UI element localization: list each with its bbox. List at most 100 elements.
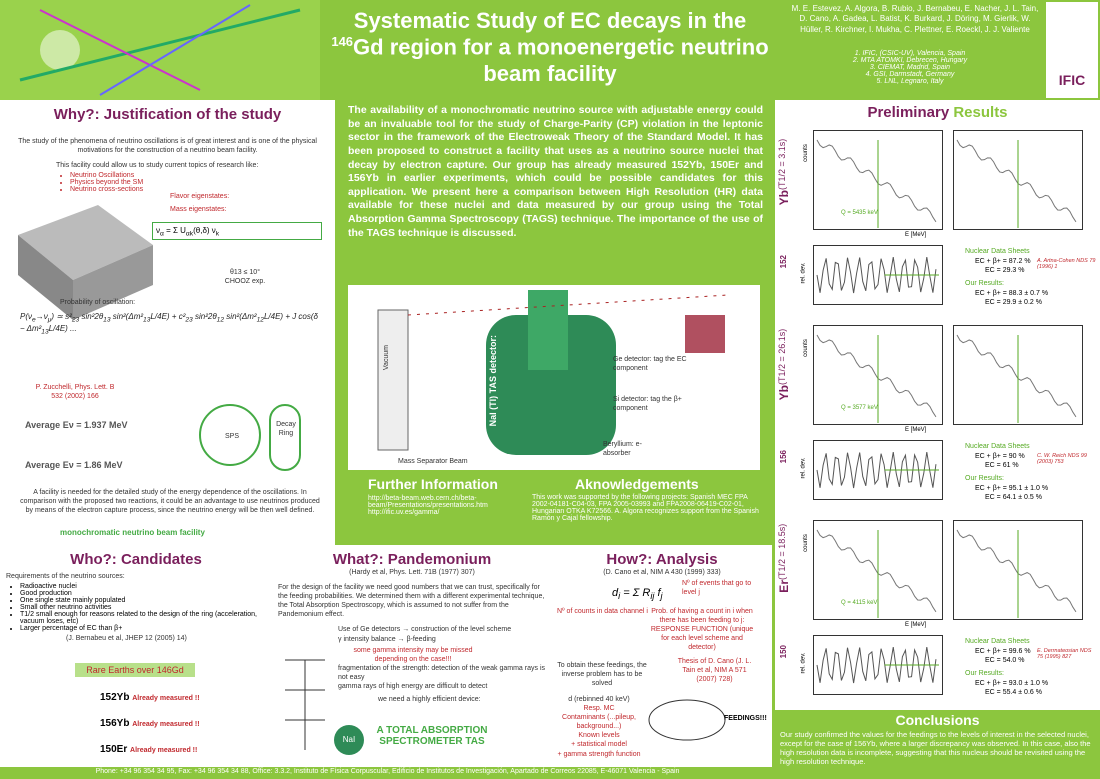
solver-cloud — [648, 699, 726, 741]
paragraph: To obtain these feedings, the inverse pr… — [557, 662, 647, 688]
section-heading: How?: Analysis — [606, 551, 718, 568]
section-heading: Who?: Candidates — [70, 551, 202, 568]
how-panel: How?: Analysis (D. Cano et al, NIM A 430… — [552, 545, 772, 767]
result-value: EC = 29.9 ± 0.2 % — [985, 299, 1042, 306]
requirement: Radioactive nuclei — [20, 583, 266, 590]
nds-reference: E. Derrnateosian NDS 75 (1995) 827 — [1037, 648, 1092, 660]
reference: Thesis of D. Cano (J. L. Tain et al, NIM… — [677, 658, 752, 684]
nucleus: Yb — [777, 385, 791, 401]
feeding-plot — [953, 130, 1083, 230]
paragraph: This work was supported by the following… — [532, 494, 759, 522]
heading-part: Preliminary — [867, 104, 950, 121]
topic: Neutrino cross-sections — [70, 186, 319, 193]
title-text: Systematic Study of EC decays in the — [353, 8, 747, 33]
requirement-list: Radioactive nuclei Good production One s… — [6, 583, 266, 632]
affiliation: 3. CIEMAT, Madrid, Spain — [869, 64, 951, 71]
nds-value: EC + β+ = 90 % — [975, 453, 1025, 460]
label: Mass Separator Beam — [398, 458, 468, 465]
neutrino-illustration — [19, 4, 301, 96]
nucleus: Yb — [777, 190, 791, 206]
nds-value: EC = 29.3 % — [985, 267, 1025, 274]
paragraph: The study of the phenomena of neutrino o… — [18, 138, 317, 155]
axis-label: rel. dev. — [800, 652, 807, 674]
topic: Physics beyond the SM — [70, 179, 319, 186]
affiliation: 2. MTA ATOMKI, Debrecen, Hungary — [852, 57, 968, 64]
reference: P. Zucchelli, Phys. Lett. B 532 (2002) 1… — [35, 384, 115, 401]
label: Average Eν = 1.937 MeV — [25, 420, 128, 430]
label: SPS — [225, 433, 240, 440]
result-value: EC = 64.1 ± 0.5 % — [985, 494, 1042, 501]
who-panel: Who?: Candidates Requirements of the neu… — [0, 545, 272, 767]
nds-value: EC + β+ = 99.6 % — [975, 648, 1031, 655]
affiliation: 1. IFIC, (CSIC-UV), Valencia, Spain — [854, 50, 966, 57]
link[interactable]: http://beta-beam.web.cern.ch/beta-beam/P… — [368, 495, 488, 509]
residual-plot — [813, 245, 943, 305]
paragraph: Requirements of the neutrino sources: — [6, 573, 125, 580]
paragraph: For the design of the facility we need g… — [278, 584, 545, 619]
requirement: Good production — [20, 590, 266, 597]
affiliation: 4. GSI, Darmstadt, Germany — [865, 71, 955, 78]
formula: di = Σ Rij fj — [612, 587, 663, 602]
setup-diagram: Vacuum NaI (Tl) TAS detector: Mass Separ… — [348, 285, 760, 470]
link[interactable]: http://ific.uv.es/gamma/ — [368, 509, 440, 516]
nuclei: 152Yb Already measured !! 156Yb Already … — [100, 685, 200, 763]
status: Already measured !! — [130, 747, 198, 754]
nucleus-row: 156Yb Already measured !! — [100, 711, 200, 737]
logo: IFIC — [1046, 2, 1098, 98]
q-value: Q = 4115 keV — [841, 600, 878, 606]
result-value: EC + β+ = 93.0 ± 1.0 % — [975, 680, 1049, 687]
result-value: EC + β+ = 95.1 ± 1.0 % — [975, 485, 1049, 492]
label: Si detector: tag the β+ component — [613, 396, 682, 413]
input: Resp. MC — [583, 705, 615, 713]
title: Systematic Study of EC decays in the 146… — [320, 8, 780, 88]
title-sup: 146 — [331, 34, 354, 50]
highlight-box: Rare Earths over 146Gd — [75, 663, 195, 677]
what-panel: What?: Pandemonium (Hardy et al, Phys. L… — [272, 545, 552, 767]
level-scheme — [285, 659, 325, 750]
axis-label: rel. dev. — [800, 262, 807, 284]
results-panel: Preliminary Results Yb 152 (T1/2 = 3.1s) co… — [775, 100, 1100, 710]
nucleus: 152Yb — [100, 692, 130, 703]
input: Known levels — [578, 732, 620, 740]
title-text: Gd region for a monoenergetic neutrino b… — [353, 34, 769, 87]
reference: (Hardy et al, Phys. Lett. 71B (1977) 307… — [349, 569, 475, 576]
status: Already measured !! — [132, 721, 200, 728]
label: Ge detector: tag the EC component — [613, 356, 687, 373]
axis-label: counts — [802, 144, 809, 162]
label: NaI — [334, 725, 364, 755]
nds-title: Nuclear Data Sheets — [965, 638, 1030, 645]
half-life: (T1/2 = 18.5s) — [777, 523, 787, 580]
paragraph: Use of Ge detectors → construction of th… — [338, 626, 512, 634]
nds-title: Nuclear Data Sheets — [965, 248, 1030, 255]
input: Contaminants (...pileup, background...) — [562, 714, 636, 731]
paragraph: fragmentation of the strength: detection… — [338, 664, 545, 681]
nds-value: EC = 54.0 % — [985, 657, 1025, 664]
label: θ13 ≤ 10° CHOOZ exp. — [224, 269, 266, 286]
axis-label: counts — [802, 534, 809, 552]
label: Average Eν = 1.86 MeV — [25, 460, 123, 470]
nucleus-mass: 156 — [779, 450, 788, 464]
label: Nº of events that go to level j — [682, 580, 752, 597]
inputs: d (rebinned 40 keV) Resp. MC Contaminant… — [554, 695, 644, 759]
axis-label: E [MeV] — [905, 232, 927, 238]
nds-value: EC = 61 % — [985, 462, 1019, 469]
status: Already measured !! — [132, 695, 200, 702]
nds-title: Nuclear Data Sheets — [965, 443, 1030, 450]
nucleus-row: 150Er Already measured !! — [100, 737, 200, 763]
spectrum-plot — [813, 325, 943, 425]
label: Beryllium: e- absorber — [603, 441, 642, 458]
axis-label: E [MeV] — [905, 622, 927, 628]
section-heading: Why?: Justification of the study — [53, 106, 282, 123]
universe-box — [18, 205, 153, 320]
highlight: monochromatic neutrino beam facility — [60, 528, 205, 537]
spectrum-plot — [813, 520, 943, 620]
nucleus: Er — [777, 580, 791, 593]
axis-label: counts — [802, 339, 809, 357]
results-title: Our Results: — [965, 670, 1004, 677]
requirement: T1/2 small enough for reasons related to… — [20, 611, 266, 625]
paragraph: we need a highly efficient device: — [378, 696, 481, 704]
results-title: Our Results: — [965, 475, 1004, 482]
input: + statistical model — [571, 741, 627, 749]
residual-plot — [813, 440, 943, 500]
nucleus-mass: 152 — [779, 255, 788, 269]
